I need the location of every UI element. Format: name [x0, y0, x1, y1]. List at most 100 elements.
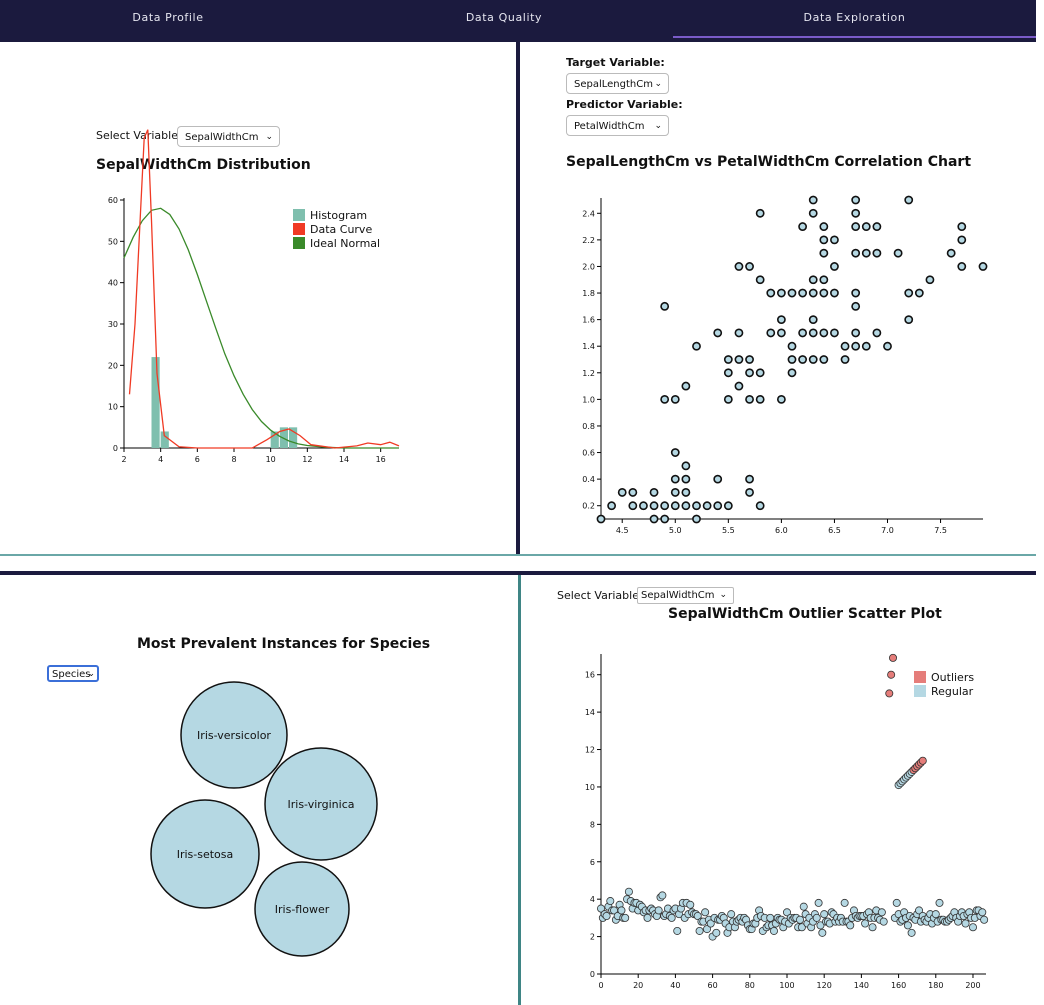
- regular-point: [840, 898, 849, 907]
- scatter-point: [734, 328, 744, 338]
- panel4-select-label: Select Variable:: [557, 589, 643, 602]
- scatter-point: [776, 394, 786, 404]
- legend-swatch: [293, 223, 305, 235]
- species-select[interactable]: Species ⌄: [47, 665, 99, 682]
- top-nav: Data Profile Data Quality Data Explorati…: [0, 0, 1036, 42]
- x-tick-label: 12: [302, 455, 312, 464]
- target-variable-select[interactable]: SepalLengthCm ⌄: [566, 73, 669, 94]
- scatter-point: [776, 315, 786, 325]
- scatter-point: [670, 448, 680, 457]
- x-tick-label: 20: [633, 981, 643, 990]
- regular-point: [915, 906, 924, 915]
- scatter-point: [681, 488, 691, 497]
- x-tick-label: 14: [339, 455, 349, 464]
- scatter-point: [670, 488, 680, 497]
- scatter-point: [840, 355, 850, 364]
- species-select-value: Species: [52, 669, 91, 680]
- y-tick-label: 1.8: [582, 289, 595, 298]
- regular-point: [892, 898, 901, 907]
- tab-data-profile[interactable]: Data Profile: [132, 11, 204, 24]
- bubble: [180, 681, 288, 789]
- regular-point: [861, 919, 870, 928]
- scatter-point: [681, 474, 691, 484]
- scatter-point: [808, 355, 818, 364]
- y-tick-label: 30: [108, 320, 118, 329]
- regular-point: [931, 910, 940, 919]
- scatter-point: [670, 501, 680, 511]
- scatter-point: [723, 355, 733, 364]
- scatter-point: [798, 328, 808, 338]
- scatter-point: [851, 328, 861, 338]
- tab-data-quality[interactable]: Data Quality: [465, 11, 543, 24]
- y-tick-label: 2.0: [582, 262, 595, 271]
- scatter-point: [734, 355, 744, 364]
- scatter-point: [798, 355, 808, 364]
- outlier-point: [918, 756, 927, 765]
- regular-point: [617, 906, 626, 915]
- panel1-select-value: SepalWidthCm: [185, 132, 259, 143]
- scatter-point: [819, 235, 829, 245]
- scatter-point: [745, 394, 754, 404]
- bubble: [150, 799, 260, 909]
- chevron-down-icon: ⌄: [87, 669, 95, 679]
- x-tick-label: 10: [266, 455, 276, 464]
- regular-point: [978, 908, 987, 917]
- tab-data-exploration[interactable]: Data Exploration: [673, 0, 1036, 38]
- panel1-variable-select[interactable]: SepalWidthCm ⌄: [177, 126, 280, 147]
- scatter-point: [861, 222, 871, 231]
- scatter-point: [681, 461, 691, 471]
- scatter-point: [755, 394, 765, 404]
- outlier-point: [889, 653, 898, 662]
- scatter-point: [808, 275, 818, 285]
- scatter-point: [723, 394, 733, 404]
- chevron-down-icon: ⌄: [265, 132, 273, 142]
- regular-point: [654, 906, 663, 915]
- regular-point: [846, 921, 855, 930]
- scatter-point: [628, 488, 638, 497]
- chevron-down-icon: ⌄: [719, 590, 727, 600]
- x-tick-label: 6.5: [828, 526, 841, 535]
- legend-label: Regular: [931, 685, 974, 698]
- scatter-point: [872, 328, 882, 338]
- scatter-point: [957, 222, 967, 231]
- scatter-point: [628, 501, 638, 511]
- scatter-point: [851, 195, 861, 205]
- bubble-chart: Iris-versicolor Iris-virginica Iris-setosa…: [150, 681, 378, 957]
- x-tick-label: 16: [376, 455, 386, 464]
- y-tick-label: 12: [585, 746, 595, 755]
- y-tick-label: 2: [590, 933, 595, 942]
- outlier-scatter-chart: 0 20 40 60 80 100 120 140 160 180 200 0 2 4 6 8 10 12 14 16…: [585, 653, 989, 990]
- x-tick-label: 6.0: [775, 526, 788, 535]
- y-tick-label: 6: [590, 858, 595, 867]
- x-tick-label: 60: [708, 981, 718, 990]
- histogram-bar: [151, 357, 160, 448]
- panel4-variable-select[interactable]: SepalWidthCm ⌄: [637, 587, 734, 604]
- scatter-point: [755, 501, 765, 511]
- y-tick-label: 0: [113, 444, 118, 453]
- regular-point: [782, 908, 791, 917]
- scatter-point: [819, 288, 829, 298]
- x-tick-label: 80: [745, 981, 755, 990]
- scatter-point: [755, 368, 765, 378]
- regular-point: [797, 923, 806, 932]
- scatter-point: [745, 474, 754, 484]
- scatter-point: [617, 488, 627, 497]
- x-tick-label: 200: [965, 981, 980, 990]
- predictor-variable-select[interactable]: PetalWidthCm ⌄: [566, 115, 669, 136]
- legend-label: Histogram: [310, 209, 367, 222]
- regular-point: [903, 921, 912, 930]
- scatter-point: [787, 288, 797, 298]
- scatter-point: [692, 341, 701, 351]
- scatter-point: [798, 288, 808, 298]
- scatter-point: [681, 501, 691, 511]
- legend-swatch: [293, 209, 305, 221]
- scatter-point: [745, 368, 754, 378]
- scatter-point: [861, 248, 871, 258]
- scatter-point: [692, 514, 701, 524]
- scatter-point: [830, 288, 839, 298]
- y-tick-label: 2.4: [582, 209, 595, 218]
- scatter-point: [745, 262, 754, 271]
- scatter-point: [914, 288, 924, 298]
- regular-point: [712, 928, 721, 937]
- scatter-point: [872, 222, 882, 231]
